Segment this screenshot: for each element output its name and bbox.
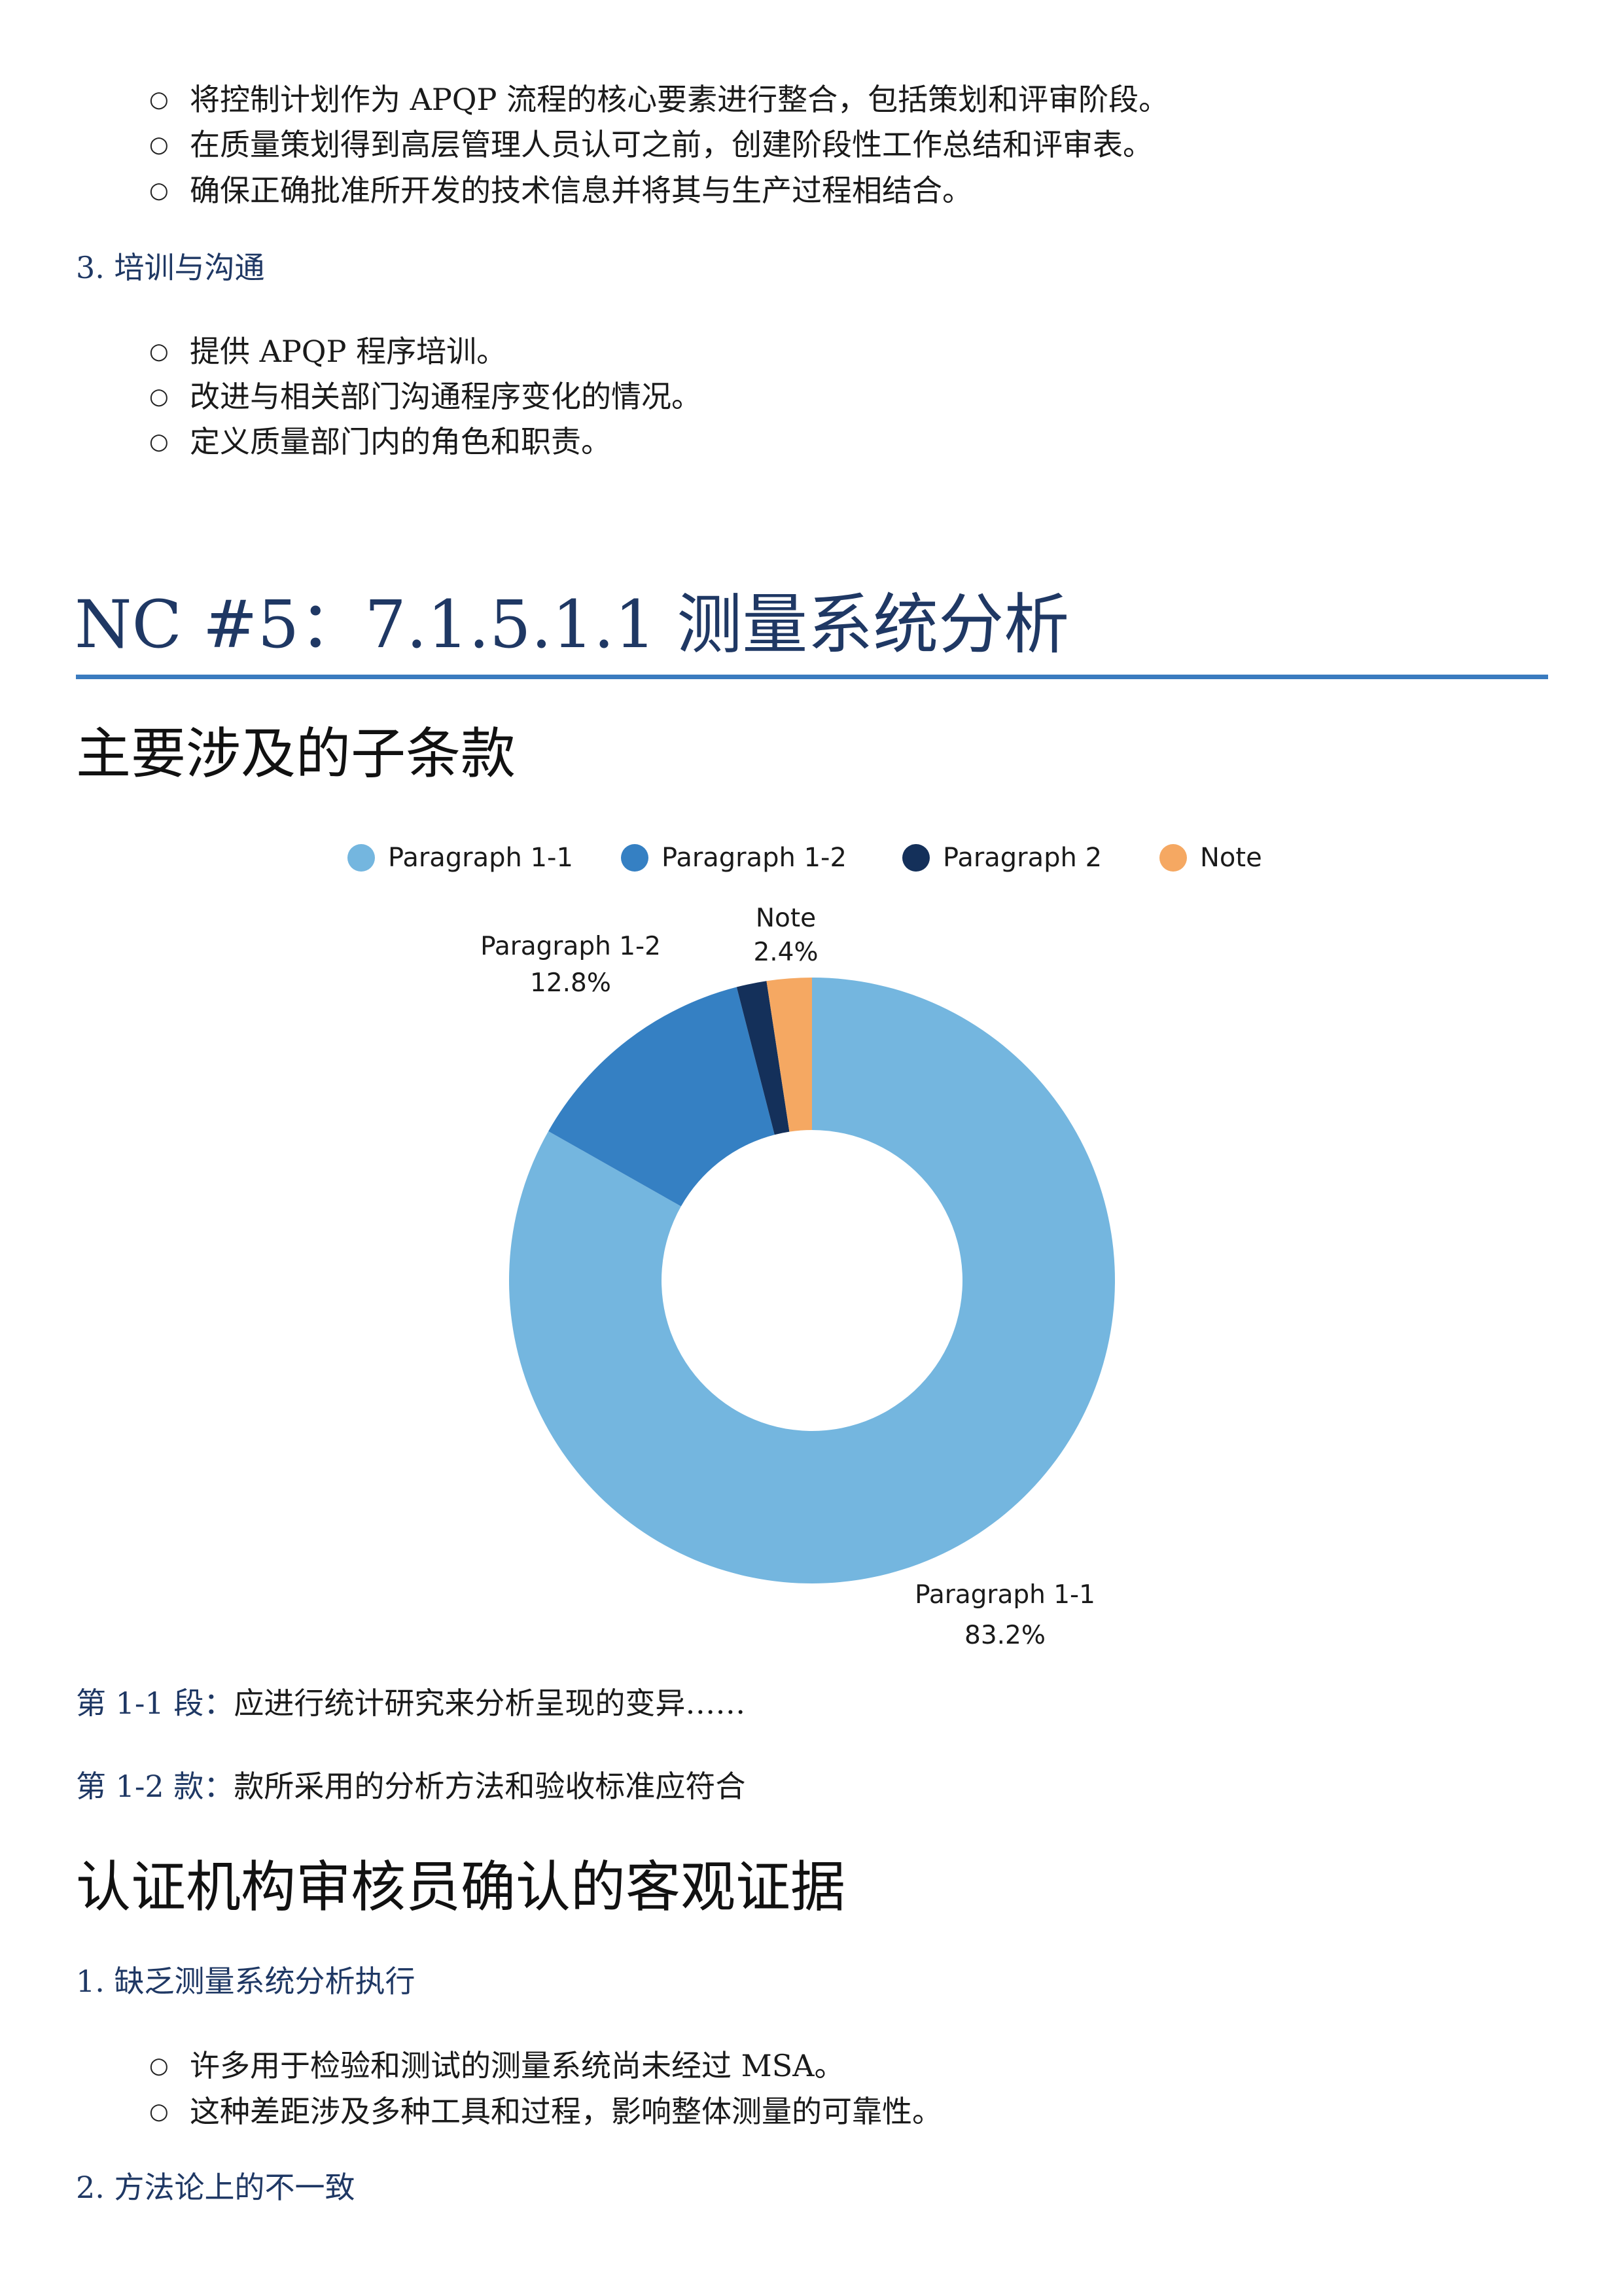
donut-slice-paragraph-1-2	[548, 987, 775, 1207]
bullet-text: 提供 APQP 程序培训。	[190, 334, 507, 369]
legend-label: Paragraph 1-1	[388, 843, 573, 873]
legend-dot-icon	[621, 844, 648, 872]
bullet-text: 许多用于检验和测试的测量系统尚未经过 MSA。	[190, 2048, 845, 2083]
bullet-item: ○ 在质量策划得到高层管理人员认可之前，创建阶段性工作总结和评审表。	[149, 125, 1153, 164]
circle-bullet-icon: ○	[149, 132, 169, 158]
bullet-text: 这种差距涉及多种工具和过程，影响整体测量的可靠性。	[190, 2094, 942, 2129]
section-title: NC #5：7.1.5.1.1 测量系统分析	[75, 586, 1070, 663]
data-label-paragraph-1-2: Paragraph 1-2 12.8%	[480, 928, 661, 1002]
bullet-text: 将控制计划作为 APQP 流程的核心要素进行整合，包括策划和评审阶段。	[190, 82, 1169, 117]
legend-dot-icon	[347, 844, 375, 872]
subclause-heading: 主要涉及的子条款	[76, 722, 516, 786]
paragraph-label: 第 1-2 款：	[76, 1769, 234, 1804]
data-label-note: Note 2.4%	[753, 902, 818, 970]
data-label-value: 2.4%	[753, 938, 819, 967]
circle-bullet-icon: ○	[149, 2053, 169, 2079]
legend-label: Paragraph 1-2	[662, 843, 847, 873]
paragraph-label: 第 1-1 段：	[76, 1686, 234, 1721]
legend-item-paragraph-2: Paragraph 2	[902, 841, 1102, 874]
legend-label: Paragraph 2	[943, 843, 1103, 873]
bullet-text: 改进与相关部门沟通程序变化的情况。	[190, 379, 701, 414]
bullet-item: ○ 提供 APQP 程序培训。	[149, 332, 506, 371]
bullet-text: 确保正确批准所开发的技术信息并将其与生产过程相结合。	[190, 173, 972, 208]
legend-label: Note	[1200, 843, 1262, 873]
legend-dot-icon	[902, 844, 930, 872]
paragraph-1-2-note: 第 1-2 款：款所采用的分析方法和验收标准应符合	[76, 1767, 745, 1806]
evidence-heading: 认证机构审核员确认的客观证据	[76, 1855, 846, 1919]
bullet-item: ○ 这种差距涉及多种工具和过程，影响整体测量的可靠性。	[149, 2092, 942, 2131]
bullet-item: ○ 定义质量部门内的角色和职责。	[149, 422, 611, 461]
data-label-paragraph-1-1: Paragraph 1-1 83.2%	[915, 1575, 1095, 1656]
circle-bullet-icon: ○	[149, 429, 169, 455]
data-label-value: 83.2%	[964, 1621, 1046, 1650]
paragraph-1-1-note: 第 1-1 段：应进行统计研究来分析呈现的变异……	[76, 1684, 745, 1723]
paragraph-text: 款所采用的分析方法和验收标准应符合	[234, 1769, 746, 1804]
legend-item-paragraph-1-2: Paragraph 1-2	[621, 841, 847, 874]
circle-bullet-icon: ○	[149, 86, 169, 113]
paragraph-text: 应进行统计研究来分析呈现的变异……	[234, 1686, 746, 1721]
bullet-item: ○ 将控制计划作为 APQP 流程的核心要素进行整合，包括策划和评审阶段。	[149, 80, 1169, 119]
donut-slice-paragraph-1-1	[508, 978, 1115, 1583]
evidence-item-1: 1. 缺乏测量系统分析执行	[76, 1964, 415, 1999]
circle-bullet-icon: ○	[149, 338, 169, 364]
donut-slice-paragraph-2	[736, 981, 790, 1135]
donut-slice-note	[766, 978, 812, 1132]
evidence-item-2: 2. 方法论上的不一致	[76, 2170, 355, 2205]
legend-item-note: Note	[1159, 841, 1262, 874]
circle-bullet-icon: ○	[149, 177, 169, 203]
data-label-name: Note	[755, 904, 817, 933]
legend-item-paragraph-1-1: Paragraph 1-1	[347, 841, 573, 874]
subheading-training: 3. 培训与沟通	[76, 250, 265, 285]
data-label-name: Paragraph 1-1	[915, 1580, 1095, 1610]
bullet-item: ○ 确保正确批准所开发的技术信息并将其与生产过程相结合。	[149, 171, 972, 210]
circle-bullet-icon: ○	[149, 2098, 169, 2125]
data-label-name: Paragraph 1-2	[480, 932, 661, 961]
title-divider	[76, 675, 1548, 679]
bullet-item: ○ 许多用于检验和测试的测量系统尚未经过 MSA。	[149, 2046, 844, 2085]
data-label-value: 12.8%	[530, 968, 611, 998]
donut-svg	[508, 978, 1115, 1583]
legend-dot-icon	[1159, 844, 1187, 872]
circle-bullet-icon: ○	[149, 383, 169, 410]
bullet-item: ○ 改进与相关部门沟通程序变化的情况。	[149, 377, 701, 416]
bullet-text: 定义质量部门内的角色和职责。	[190, 424, 611, 459]
bullet-text: 在质量策划得到高层管理人员认可之前，创建阶段性工作总结和评审表。	[190, 127, 1153, 162]
